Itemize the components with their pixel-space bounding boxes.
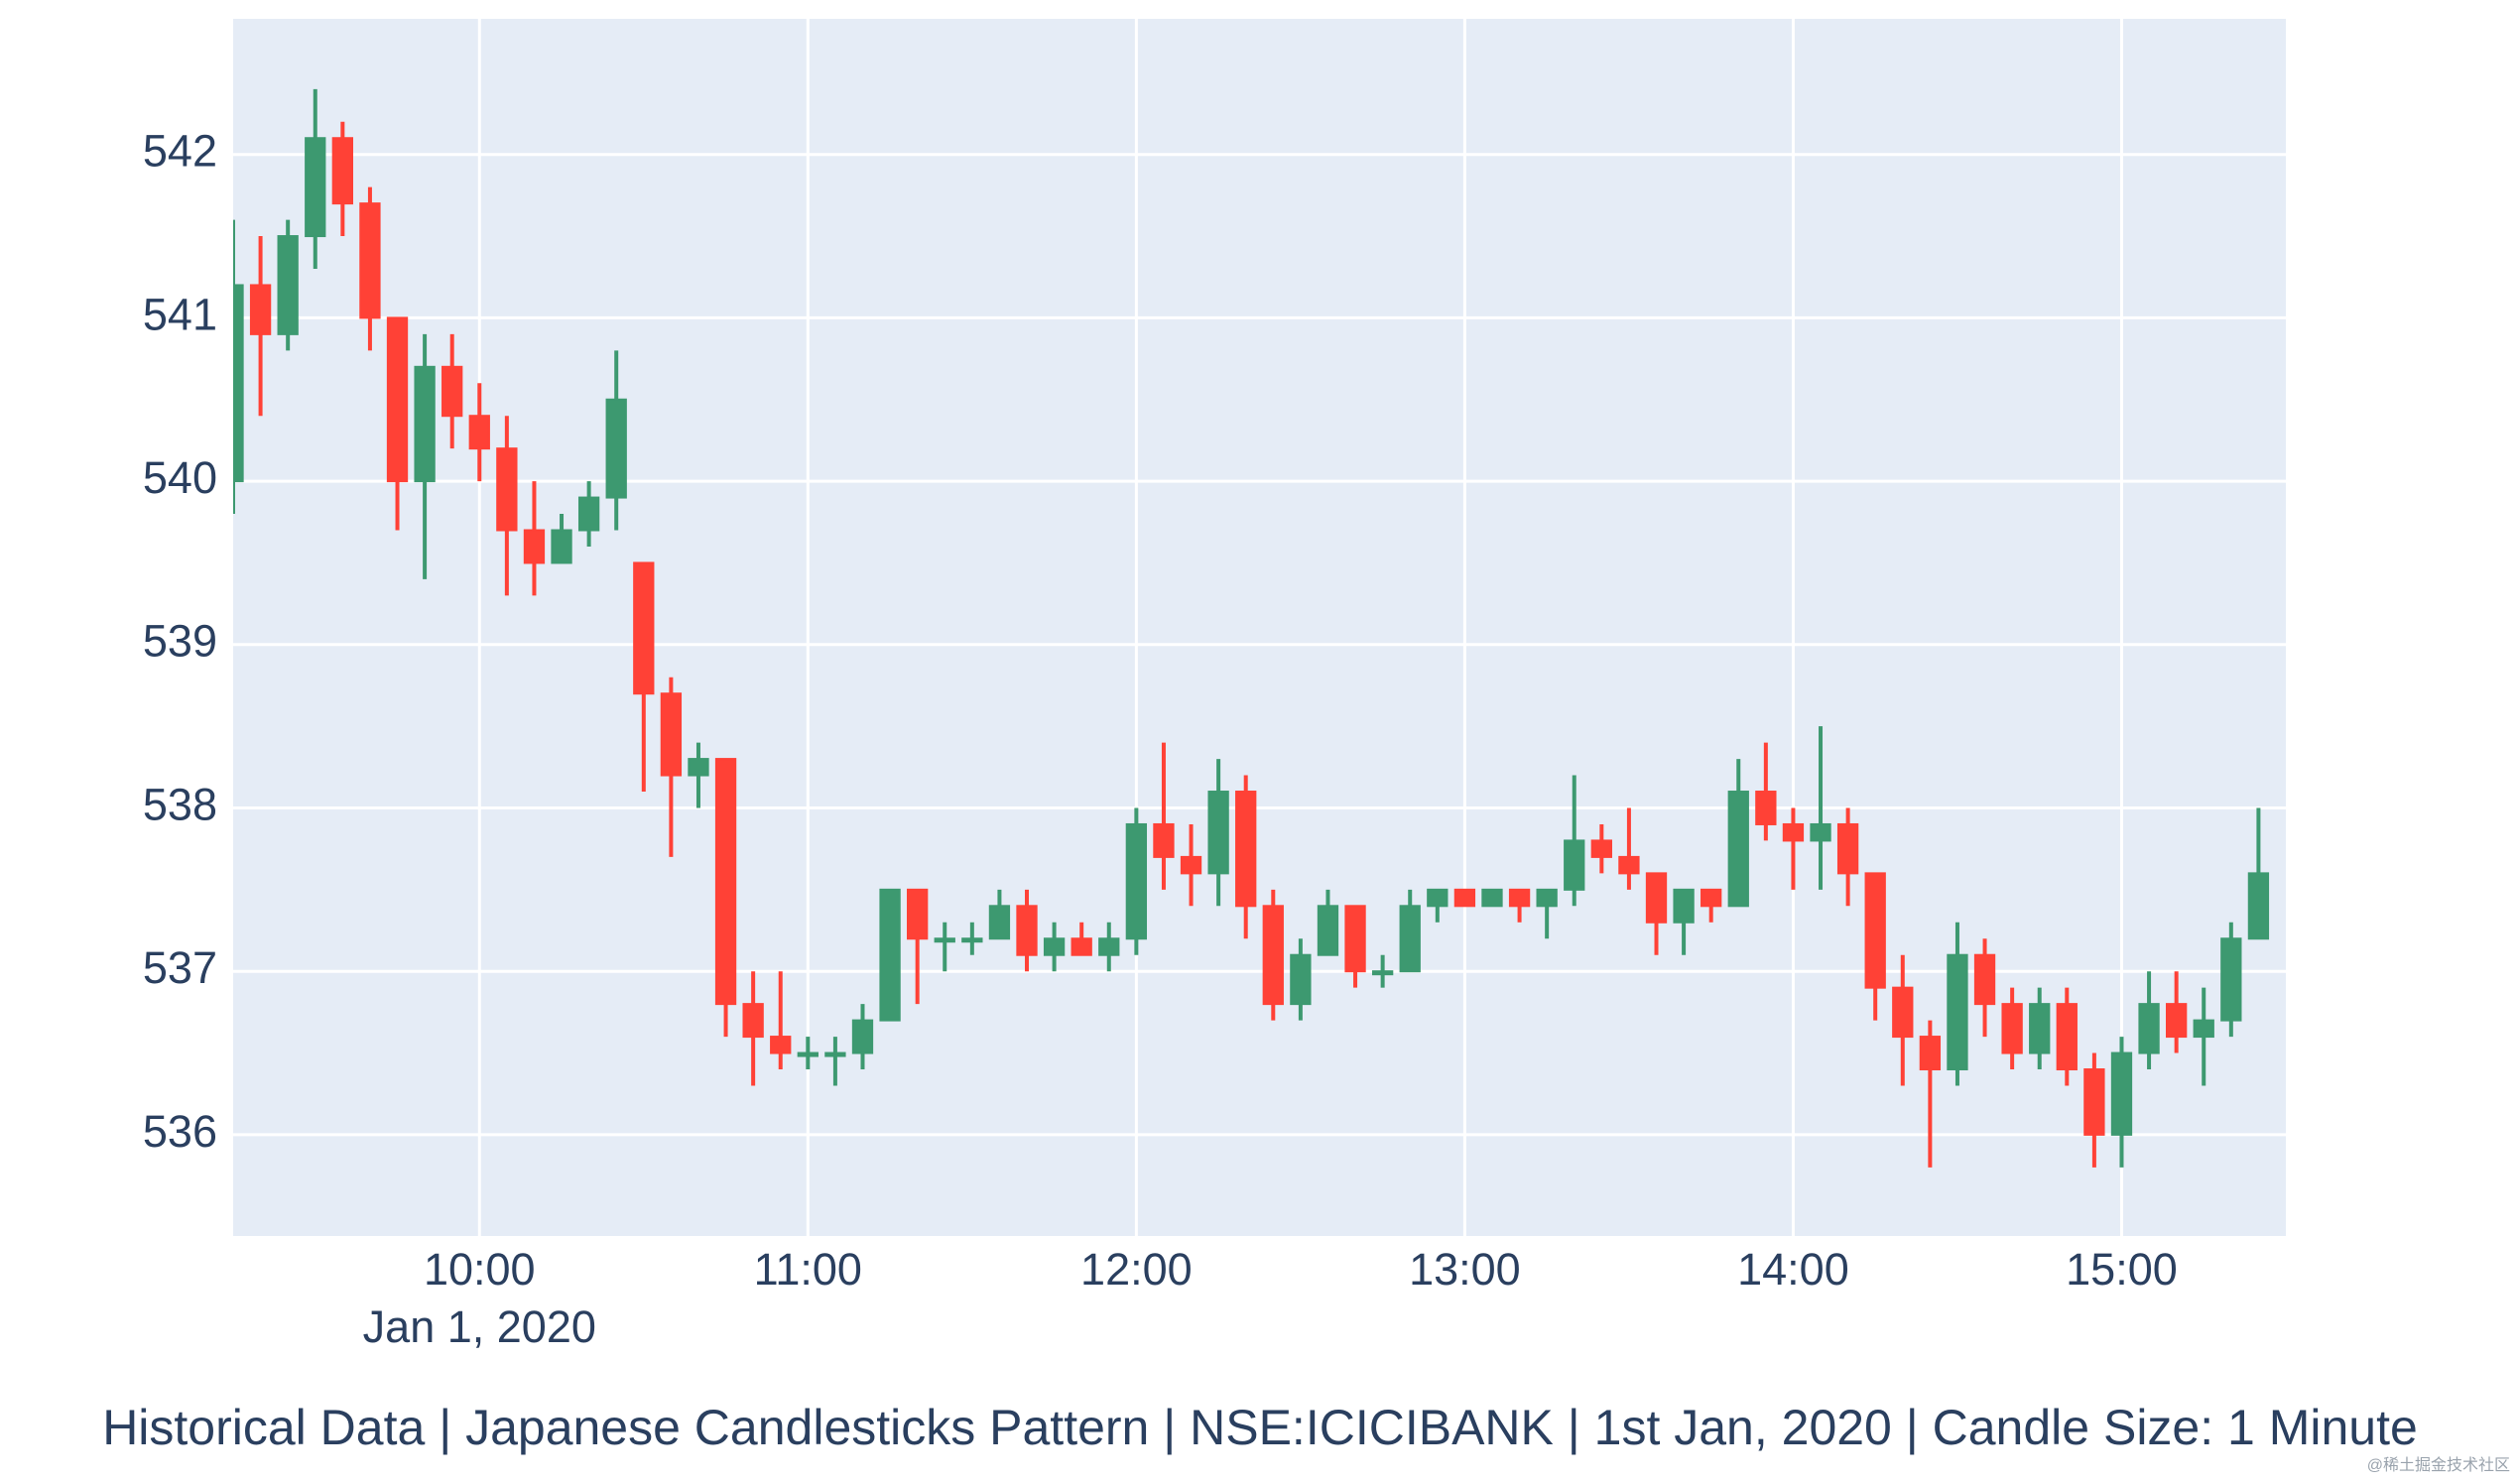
candle-body	[605, 398, 627, 499]
candle-body	[1618, 855, 1640, 875]
candle-body	[2165, 1003, 2188, 1039]
candle-body	[1481, 888, 1503, 908]
candle-body	[1727, 791, 1749, 908]
candle-body	[551, 529, 572, 564]
candle-body	[1317, 905, 1339, 956]
x-tick-label: 15:00	[2066, 1244, 2178, 1295]
candle-body	[577, 496, 600, 532]
candle-body	[988, 905, 1011, 940]
candle-body	[1235, 791, 1257, 908]
candle-body	[1399, 905, 1421, 973]
watermark: @稀土掘金技术社区	[2367, 1456, 2510, 1474]
candle-body	[714, 758, 737, 1006]
candle-body	[1536, 888, 1558, 908]
x-tick-label: 13:00	[1409, 1244, 1521, 1295]
candle-body	[1371, 970, 1394, 976]
y-tick-label: 539	[143, 616, 217, 667]
candle-body	[277, 235, 299, 335]
candle-body	[2138, 1003, 2160, 1054]
candle-body	[1590, 839, 1612, 858]
candle-body	[305, 137, 326, 238]
y-tick-label: 541	[143, 289, 217, 339]
candle-body	[1427, 888, 1449, 908]
candle-body	[1453, 888, 1476, 908]
candle-body	[2056, 1003, 2078, 1071]
candle-body	[331, 137, 354, 205]
candle-body	[961, 937, 983, 943]
candle-body	[907, 888, 929, 940]
candle-body	[441, 365, 463, 418]
candle-body	[824, 1051, 846, 1057]
candle-body	[1508, 888, 1531, 908]
candle-body	[1207, 791, 1229, 875]
candle-body	[2110, 1051, 2133, 1136]
candle-body	[1344, 905, 1366, 973]
candle-body	[770, 1036, 792, 1054]
candle-body	[1810, 822, 1831, 842]
candle-body	[1755, 791, 1777, 825]
candle-body	[523, 529, 546, 564]
candle-body	[496, 447, 518, 532]
candle-body	[1016, 905, 1038, 956]
candle-body	[1782, 822, 1805, 842]
candle-body	[233, 284, 244, 483]
y-tick-label: 540	[143, 452, 217, 503]
candle-body	[879, 888, 901, 1022]
candle-body	[797, 1051, 819, 1057]
candle-body	[1153, 822, 1175, 858]
x-tick-label: 10:00	[424, 1244, 536, 1295]
candle-body	[2193, 1019, 2214, 1039]
candle-body	[1180, 855, 1202, 875]
candle-body	[742, 1003, 764, 1039]
candle-body	[1645, 872, 1668, 924]
candle-body	[1071, 937, 1092, 956]
candle-body	[1290, 953, 1312, 1006]
y-tick-label: 537	[143, 942, 217, 993]
candle-body	[1919, 1036, 1942, 1071]
candle-body	[660, 692, 683, 777]
candle-body	[2029, 1003, 2051, 1054]
candle-body	[1864, 872, 1886, 989]
x-date-label: Jan 1, 2020	[363, 1301, 596, 1352]
chart-title: Historical Data | Japanese Candlesticks …	[102, 1400, 2418, 1455]
x-tick-label: 12:00	[1080, 1244, 1193, 1295]
candle-body	[2247, 872, 2270, 940]
candle-body	[851, 1019, 874, 1054]
candle-body	[1098, 937, 1120, 956]
candle-body	[359, 202, 381, 319]
candle-body	[249, 284, 272, 335]
plot-area	[233, 19, 2286, 1236]
candle-body	[1125, 822, 1148, 940]
candle-body	[1701, 888, 1722, 908]
candle-body	[1973, 953, 1996, 1006]
candle-body	[1043, 937, 1066, 956]
y-tick-label: 538	[143, 779, 217, 829]
candle-body	[633, 561, 655, 695]
candle-body	[934, 937, 955, 943]
candle-body	[1947, 953, 1968, 1071]
candle-body	[1262, 905, 1284, 1006]
candle-body	[386, 316, 409, 483]
y-tick-label: 542	[143, 126, 217, 177]
candle-body	[1892, 986, 1914, 1039]
candle-body	[2001, 1003, 2023, 1054]
y-tick-label: 536	[143, 1106, 217, 1157]
candle-body	[688, 758, 709, 777]
candle-body	[1673, 888, 1695, 924]
candle-body	[1836, 822, 1859, 875]
candle-body	[1564, 839, 1585, 891]
candle-body	[468, 415, 490, 450]
candle-body	[414, 365, 436, 483]
candle-body	[2220, 937, 2242, 1022]
x-tick-label: 11:00	[754, 1244, 862, 1295]
candle-body	[2083, 1068, 2105, 1136]
x-tick-label: 14:00	[1737, 1244, 1849, 1295]
